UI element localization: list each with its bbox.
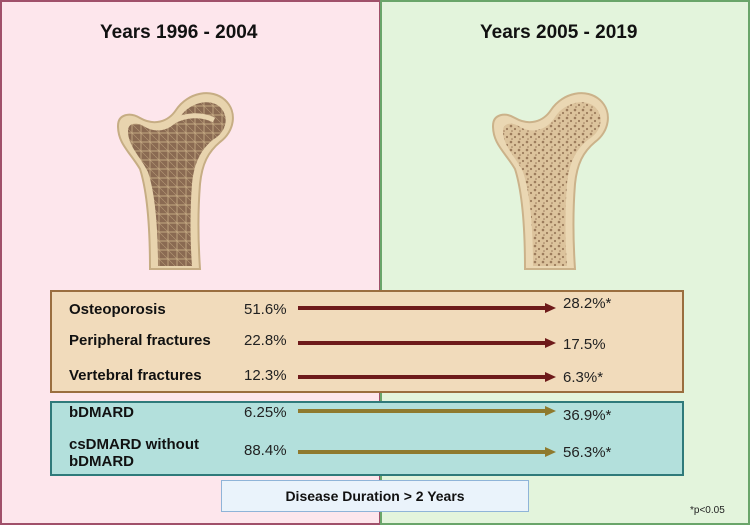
treatment-before-value: 6.25% bbox=[244, 404, 287, 421]
porous-femur-illustration bbox=[491, 92, 609, 270]
treatment-after-value: 36.9%* bbox=[563, 407, 612, 424]
disease-duration-text: Disease Duration > 2 Years bbox=[285, 488, 465, 504]
outcome-before-value: 12.3% bbox=[244, 367, 287, 384]
left-era-title: Years 1996 - 2004 bbox=[100, 22, 258, 43]
significance-footnote: *p<0.05 bbox=[690, 505, 725, 516]
outcome-after-value: 6.3%* bbox=[563, 369, 604, 386]
treatment-after-value: 56.3%* bbox=[563, 444, 612, 461]
treatment-before-value: 88.4% bbox=[244, 442, 287, 459]
disease-duration-label: Disease Duration > 2 Years bbox=[221, 480, 529, 512]
outcome-label: Vertebral fractures bbox=[69, 367, 202, 384]
outcome-arrow bbox=[298, 303, 556, 313]
dense-femur-illustration bbox=[116, 92, 234, 270]
treatment-box bbox=[50, 401, 684, 476]
outcome-label: Peripheral fractures bbox=[69, 332, 211, 349]
outcome-label: Osteoporosis bbox=[69, 301, 166, 318]
outcome-after-value: 17.5% bbox=[563, 336, 606, 353]
right-era-title: Years 2005 - 2019 bbox=[480, 22, 638, 43]
outcome-before-value: 51.6% bbox=[244, 301, 287, 318]
treatment-label: bDMARD bbox=[69, 404, 134, 421]
treatment-label: csDMARD without bDMARD bbox=[69, 436, 199, 470]
outcome-arrow bbox=[298, 338, 556, 348]
outcome-before-value: 22.8% bbox=[244, 332, 287, 349]
outcome-after-value: 28.2%* bbox=[563, 295, 612, 312]
treatment-arrow bbox=[298, 406, 556, 416]
outcome-arrow bbox=[298, 372, 556, 382]
treatment-arrow bbox=[298, 447, 556, 457]
